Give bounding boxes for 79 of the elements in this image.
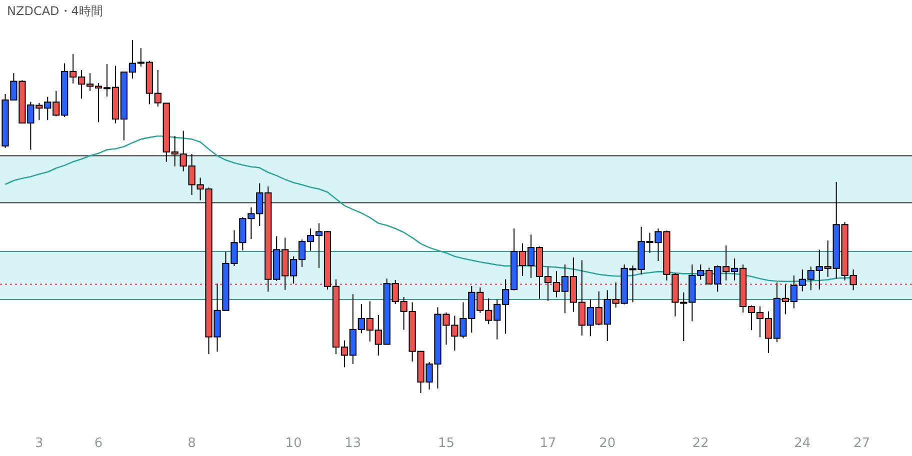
x-tick-label: 27	[853, 436, 870, 451]
candlestick	[86, 72, 94, 92]
candlestick	[340, 340, 348, 368]
candlestick	[366, 300, 374, 342]
candlestick	[451, 315, 458, 352]
candlestick	[544, 266, 552, 302]
candlestick	[782, 284, 789, 315]
candlestick	[816, 249, 823, 290]
x-tick-label: 6	[94, 436, 103, 451]
x-tick-label: 15	[438, 436, 454, 451]
candlestick	[595, 290, 602, 326]
candlestick	[790, 274, 798, 309]
candlestick	[714, 265, 722, 292]
x-tick-label: 13	[344, 436, 362, 451]
candlestick	[103, 64, 111, 97]
x-tick-label: 17	[540, 436, 556, 451]
candlestick	[298, 238, 306, 268]
candlestick	[256, 182, 264, 227]
candlestick	[646, 232, 654, 254]
candlestick	[518, 242, 526, 276]
candlestick	[731, 258, 738, 281]
candlestick	[654, 228, 662, 262]
candlestick	[248, 206, 255, 240]
candlestick	[722, 244, 730, 281]
candlestick	[315, 222, 323, 269]
candlestick	[239, 216, 246, 251]
candlestick	[578, 260, 586, 336]
candlestick	[306, 228, 314, 252]
candlestick	[392, 280, 399, 305]
candlestick	[798, 268, 806, 292]
candlestick	[460, 302, 467, 339]
candlestick	[36, 102, 43, 121]
candlestick	[10, 72, 18, 101]
candlestick	[52, 90, 60, 117]
candlestick	[137, 48, 144, 67]
candlestick	[196, 177, 204, 201]
candlestick	[680, 292, 688, 342]
candlestick	[154, 70, 162, 107]
candlestick	[527, 234, 535, 278]
candlestick	[442, 312, 450, 346]
candlestick	[426, 361, 433, 390]
candlestick	[494, 298, 501, 340]
candlestick	[374, 314, 382, 356]
candlestick	[552, 270, 560, 298]
x-tick-label: 20	[599, 436, 616, 451]
candlestick	[502, 278, 510, 334]
x-tick-label: 22	[692, 436, 709, 451]
title: NZDCAD・4時間	[7, 4, 103, 18]
candlestick	[128, 40, 136, 79]
candlestick	[78, 70, 86, 100]
candlestick	[188, 154, 196, 196]
x-tick-label: 8	[188, 436, 196, 451]
candlestick	[27, 101, 34, 150]
candlestick	[561, 264, 568, 314]
candlestick	[612, 282, 620, 308]
candlestick	[586, 298, 594, 337]
candlestick	[358, 304, 365, 334]
candlestick	[44, 96, 52, 121]
candlestick	[290, 256, 298, 284]
x-tick-label: 10	[285, 436, 302, 451]
candlestick	[764, 310, 772, 354]
candlestick	[400, 296, 408, 330]
candlestick	[697, 264, 704, 280]
candlestick	[230, 230, 238, 266]
candlestick	[748, 304, 756, 331]
candlestick	[70, 54, 77, 84]
candlestick	[94, 82, 102, 123]
candlestick	[171, 136, 178, 167]
candlestick	[756, 306, 764, 338]
x-tick-label: 3	[35, 436, 44, 451]
candlestick	[476, 286, 484, 314]
candlestick	[807, 266, 814, 291]
x-tick-label: 24	[794, 436, 811, 451]
candlestick	[706, 267, 713, 286]
candlestick	[629, 265, 636, 303]
candlestick	[485, 298, 492, 325]
candlestick	[850, 268, 857, 291]
candlestick	[824, 240, 832, 278]
candlestick	[180, 130, 187, 172]
